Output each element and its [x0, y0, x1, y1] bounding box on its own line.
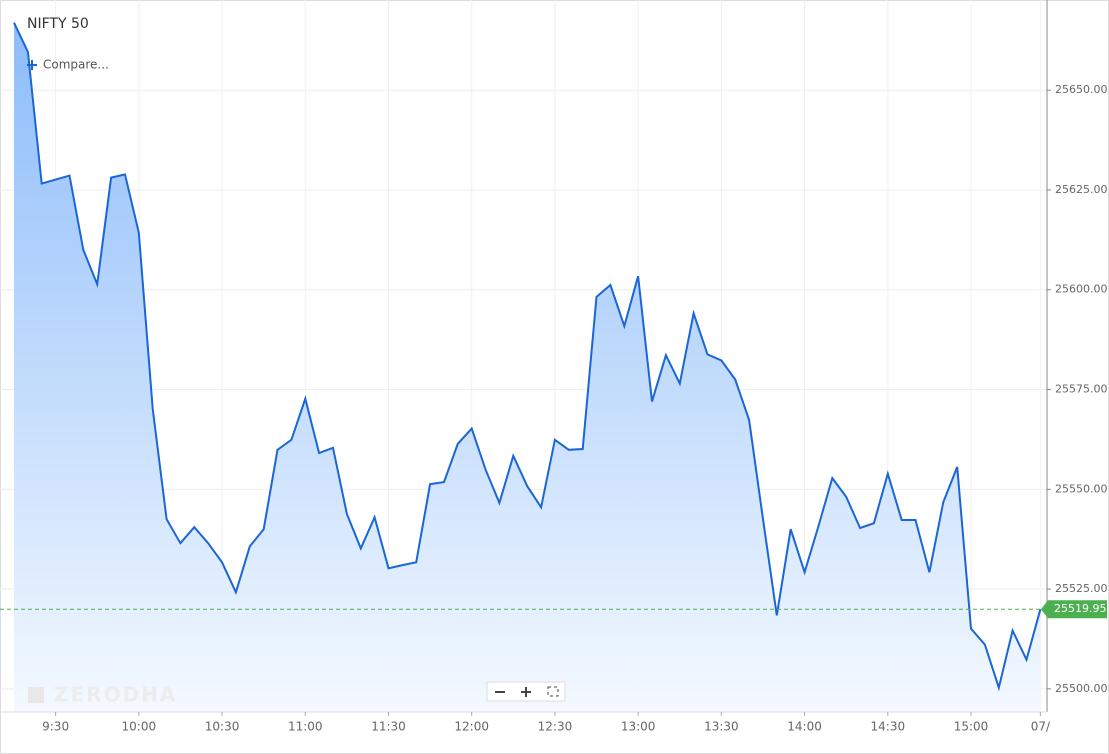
x-tick-label: 9:30 [42, 720, 69, 734]
y-tick-label: 25600.00 [1055, 283, 1108, 296]
line [13, 22, 1042, 692]
y-tick-label: 25550.00 [1055, 482, 1108, 495]
x-tick-label: 15:00 [954, 720, 989, 734]
x-tick-label: 13:00 [621, 720, 656, 734]
watermark-icon [28, 687, 44, 703]
last-price-label: 25519.95 [1054, 602, 1107, 615]
plot [0, 22, 1047, 712]
x-tick-label: 12:00 [454, 720, 489, 734]
y-tick-label: 25625.00 [1055, 183, 1108, 196]
x-tick-label: 12:30 [538, 720, 573, 734]
x-tick-label: 10:30 [205, 720, 240, 734]
compare-button[interactable]: Compare... [27, 58, 109, 72]
x-tick-label: 13:30 [704, 720, 739, 734]
axes: 25500.00 25525.00 25550.00 25575.00 25600.00… [42, 83, 1107, 733]
y-tick-label: 25525.00 [1055, 582, 1108, 595]
x-tick-label: 11:30 [371, 720, 406, 734]
area [14, 22, 1041, 712]
x-tick-label: 14:00 [787, 720, 822, 734]
last-price-badge [1041, 600, 1107, 619]
compare-label[interactable]: Compare... [43, 58, 109, 72]
y-tick-label: 25650.00 [1055, 83, 1108, 96]
x-tick-label: 11:00 [288, 720, 323, 734]
fullscreen[interactable] [547, 686, 559, 697]
y-tick-label: 25500.00 [1055, 682, 1108, 695]
zoom-controls [486, 681, 566, 702]
x-tick-label: 10:00 [122, 720, 157, 734]
y-tick-label: 25575.00 [1055, 383, 1108, 396]
x-tick-label: 07/ [1031, 720, 1051, 734]
x-tick-label: 14:30 [871, 720, 906, 734]
watermark: ZERODHA [54, 683, 177, 707]
chart-title: NIFTY 50 [27, 16, 89, 32]
